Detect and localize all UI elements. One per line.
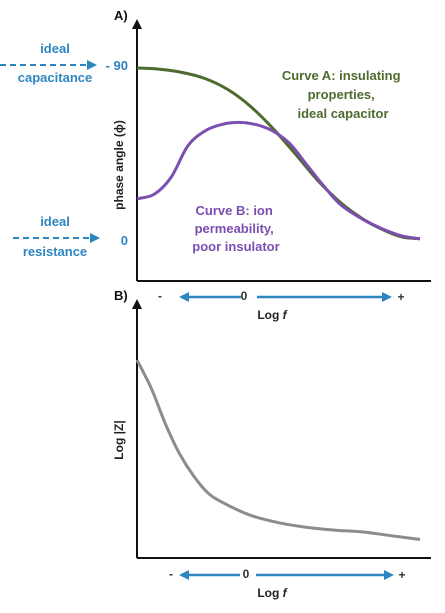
panel-a-label: A) bbox=[114, 8, 128, 23]
panel-b-x-tick-zero: 0 bbox=[243, 567, 250, 581]
panel-a-y-tick-minus-90: - 90 bbox=[106, 58, 128, 73]
panel-a: A) phase angle (ϕ) - 90 0 ideal capacita… bbox=[0, 8, 431, 322]
curve-b-label: Curve B: ion permeability, poor insulato… bbox=[192, 203, 279, 254]
panel-b-plot-area bbox=[135, 359, 421, 541]
panel-a-x-axis-label: Log f bbox=[257, 308, 287, 322]
curve-b-label-line-2: permeability, bbox=[195, 221, 274, 236]
ideal-resistance-line-2: resistance bbox=[23, 244, 87, 259]
panel-a-plot-area bbox=[136, 66, 421, 241]
curve-a-label-line-3: ideal capacitor bbox=[297, 106, 388, 121]
panel-a-y-axis-label: phase angle (ϕ) bbox=[112, 120, 126, 210]
curve-a-label-line-1: Curve A: insulating bbox=[282, 68, 401, 83]
impedance-curve-line bbox=[135, 359, 421, 541]
panel-a-x-tick-zero: 0 bbox=[241, 289, 248, 303]
panel-b-label: B) bbox=[114, 288, 128, 303]
panel-b-x-tick-minus: - bbox=[169, 567, 173, 581]
panel-a-y-tick-zero: 0 bbox=[121, 233, 128, 248]
ideal-capacitance-line-2: capacitance bbox=[18, 70, 92, 85]
panel-b: B) Log |Z| - 0 + Log f bbox=[112, 288, 431, 600]
panel-a-x-tick-plus: + bbox=[397, 290, 404, 304]
panel-b-x-axis-label: Log f bbox=[257, 586, 287, 600]
ideal-resistance-line-1: ideal bbox=[40, 214, 70, 229]
curve-b-label-line-1: Curve B: ion bbox=[196, 203, 273, 218]
ideal-capacitance-line-1: ideal bbox=[40, 41, 70, 56]
curve-b-line bbox=[136, 120, 421, 241]
panel-b-x-tick-plus: + bbox=[398, 568, 405, 582]
curve-a-label: Curve A: insulating properties, ideal ca… bbox=[282, 68, 404, 121]
panel-a-x-tick-minus: - bbox=[158, 289, 162, 303]
curve-b-label-line-3: poor insulator bbox=[192, 239, 279, 254]
panel-b-y-axis-label: Log |Z| bbox=[112, 420, 126, 459]
curve-a-label-line-2: properties, bbox=[308, 87, 375, 102]
